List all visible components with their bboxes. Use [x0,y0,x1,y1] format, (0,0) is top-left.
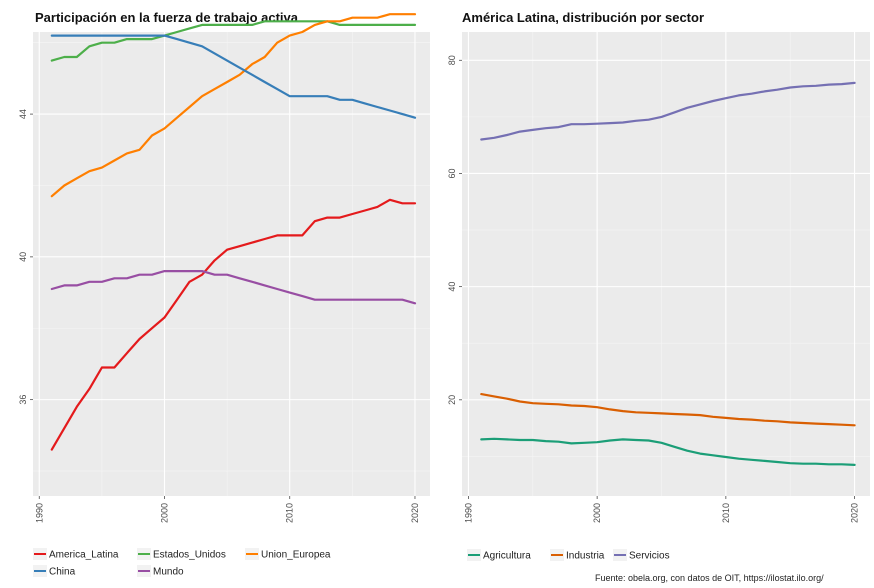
y-tick-label: 40 [18,252,28,262]
legend-label-estados_unidos: Estados_Unidos [153,550,226,561]
x-tick-label: 1990 [34,503,44,523]
x-tick-label: 1990 [463,503,473,523]
legend-label-industria: Industria [566,551,605,562]
series-line-china [50,34,417,119]
x-tick-label: 2000 [159,503,169,523]
chart-title-participacion: Participación en la fuerza de trabajo ac… [35,10,298,25]
y-tick-label: 60 [447,168,457,178]
legend-participacion: America_Latina Estados_Unidos Union_Europe… [33,548,331,578]
legend-label-servicios: Servicios [629,551,670,562]
y-tick-label: 20 [447,395,457,405]
x-tick-label: 2000 [592,503,602,523]
panel-participacion: 36 40 44 1990 2000 2010 2020 [18,13,430,523]
y-tick-label: 36 [18,395,28,405]
y-tick-label: 44 [18,109,28,119]
legend-label-china: China [49,567,76,578]
source-note: Fuente: obela.org, con datos de OIT, htt… [595,573,824,583]
series-line-mundo [50,270,417,305]
legend-label-agricultura: Agricultura [483,551,531,562]
series-line-estados_unidos [50,20,417,62]
legend-label-america_latina: America_Latina [49,550,119,561]
panel-sectores: 20 40 60 80 1990 2000 2010 2020 [447,32,870,523]
x-tick-label: 2010 [285,503,295,523]
series-line-agricultura [480,437,856,466]
series-line-servicios [480,81,856,141]
series-line-america_latina [50,198,417,451]
series-line-industria [480,393,856,427]
series-line-union_europea [50,13,417,198]
x-tick-label: 2020 [410,503,420,523]
plot-background [462,32,870,496]
y-tick-label: 80 [447,55,457,65]
x-tick-label: 2020 [850,503,860,523]
legend-sectores: Agricultura Industria Servicios [467,549,670,562]
plot-background [33,32,430,496]
y-tick-label: 40 [447,282,457,292]
x-tick-label: 2010 [721,503,731,523]
legend-label-union_europea: Union_Europea [261,550,331,561]
legend-label-mundo: Mundo [153,567,184,578]
chart-title-sectores: América Latina, distribución por sector [462,10,704,25]
